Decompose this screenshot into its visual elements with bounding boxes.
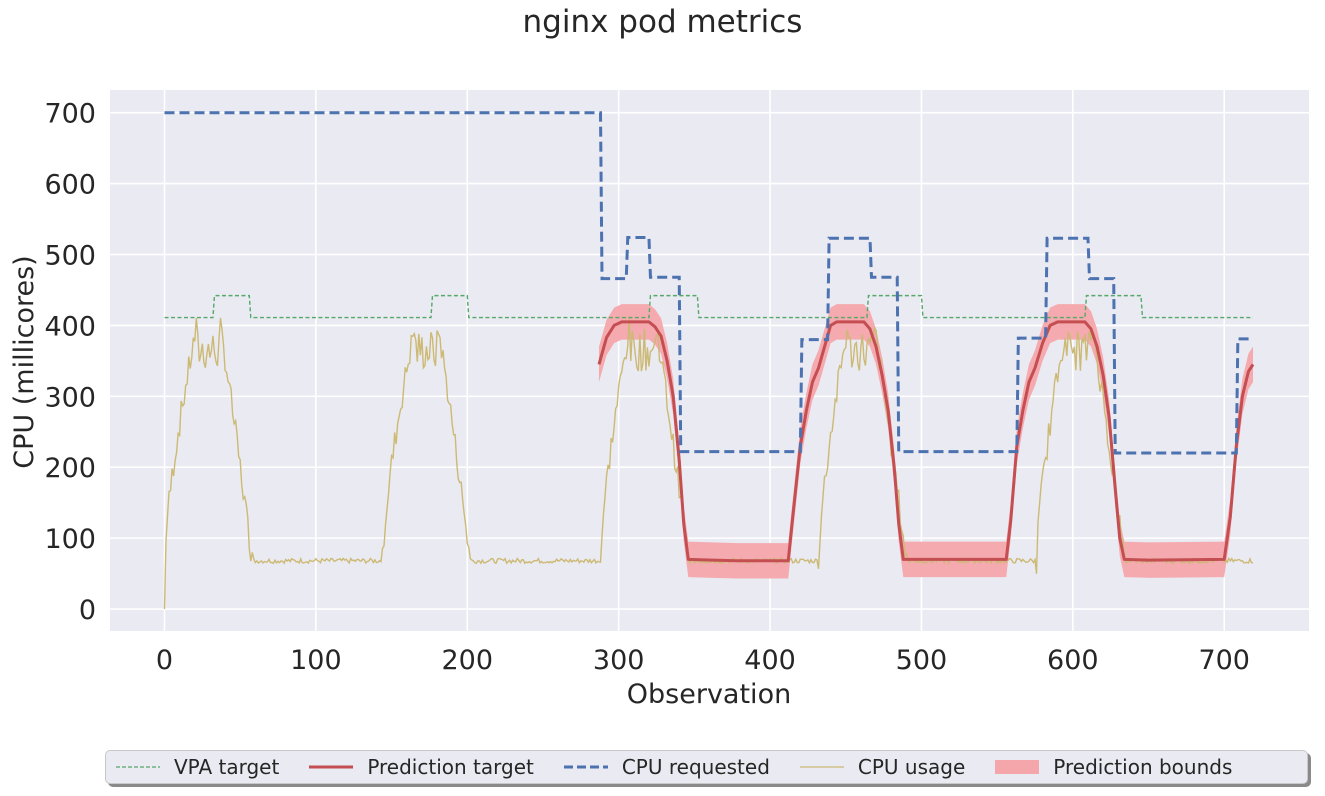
x-tick-labels: 0 100 200 300 400 500 600 700 <box>156 645 1250 676</box>
x-tick-label: 400 <box>744 645 796 676</box>
y-axis-label: CPU (millicores) <box>9 255 40 468</box>
y-tick-label: 400 <box>44 311 96 342</box>
legend-label-prediction-bounds: Prediction bounds <box>1053 755 1233 779</box>
legend-item-vpa-target: VPA target <box>114 755 279 779</box>
x-tick-label: 700 <box>1198 645 1250 676</box>
legend-label-cpu-usage: CPU usage <box>857 755 966 779</box>
x-tick-label: 100 <box>290 645 342 676</box>
y-tick-label: 200 <box>44 453 96 484</box>
vpa-target-line <box>164 294 1253 319</box>
y-tick-label: 700 <box>44 99 96 130</box>
x-tick-label: 600 <box>1047 645 1099 676</box>
x-tick-label: 300 <box>593 645 645 676</box>
legend-item-cpu-requested: CPU requested <box>562 755 770 779</box>
y-tick-label: 0 <box>79 595 96 626</box>
y-tick-label: 100 <box>44 524 96 555</box>
legend-swatch-cpu-requested <box>563 765 608 769</box>
y-tick-label: 300 <box>44 382 96 413</box>
x-tick-label: 500 <box>896 645 948 676</box>
legend-item-prediction-bounds: Prediction bounds <box>993 755 1232 779</box>
x-axis-label: Observation <box>627 679 791 710</box>
prediction-target-line <box>597 320 1255 563</box>
legend-item-prediction-target: Prediction target <box>307 755 534 779</box>
y-tick-labels: 0 100 200 300 400 500 600 700 <box>44 99 96 626</box>
legend-label-cpu-requested: CPU requested <box>621 755 770 779</box>
series-layer <box>163 111 1255 610</box>
legend-label-prediction-target: Prediction target <box>367 755 534 779</box>
legend-swatch-prediction-bounds <box>995 760 1040 774</box>
legend-swatch-vpa-target <box>116 766 160 768</box>
cpu-requested-line <box>164 111 1253 455</box>
prediction-bounds-band <box>598 304 1253 579</box>
cpu-usage-line <box>163 317 1254 610</box>
legend-swatch-prediction-target <box>309 765 354 769</box>
legend-label-vpa-target: VPA target <box>174 755 280 779</box>
y-tick-label: 500 <box>44 240 96 271</box>
chart-legend: VPA target Prediction target CPU request… <box>105 750 1308 784</box>
plot-area <box>110 90 1309 631</box>
y-tick-label: 600 <box>44 170 96 201</box>
grid-lines <box>110 90 1309 631</box>
x-tick-label: 200 <box>442 645 494 676</box>
x-tick-label: 0 <box>156 645 173 676</box>
legend-swatch-cpu-usage <box>799 766 844 768</box>
chart-title: nginx pod metrics <box>522 4 803 40</box>
legend-item-cpu-usage: CPU usage <box>798 755 965 779</box>
